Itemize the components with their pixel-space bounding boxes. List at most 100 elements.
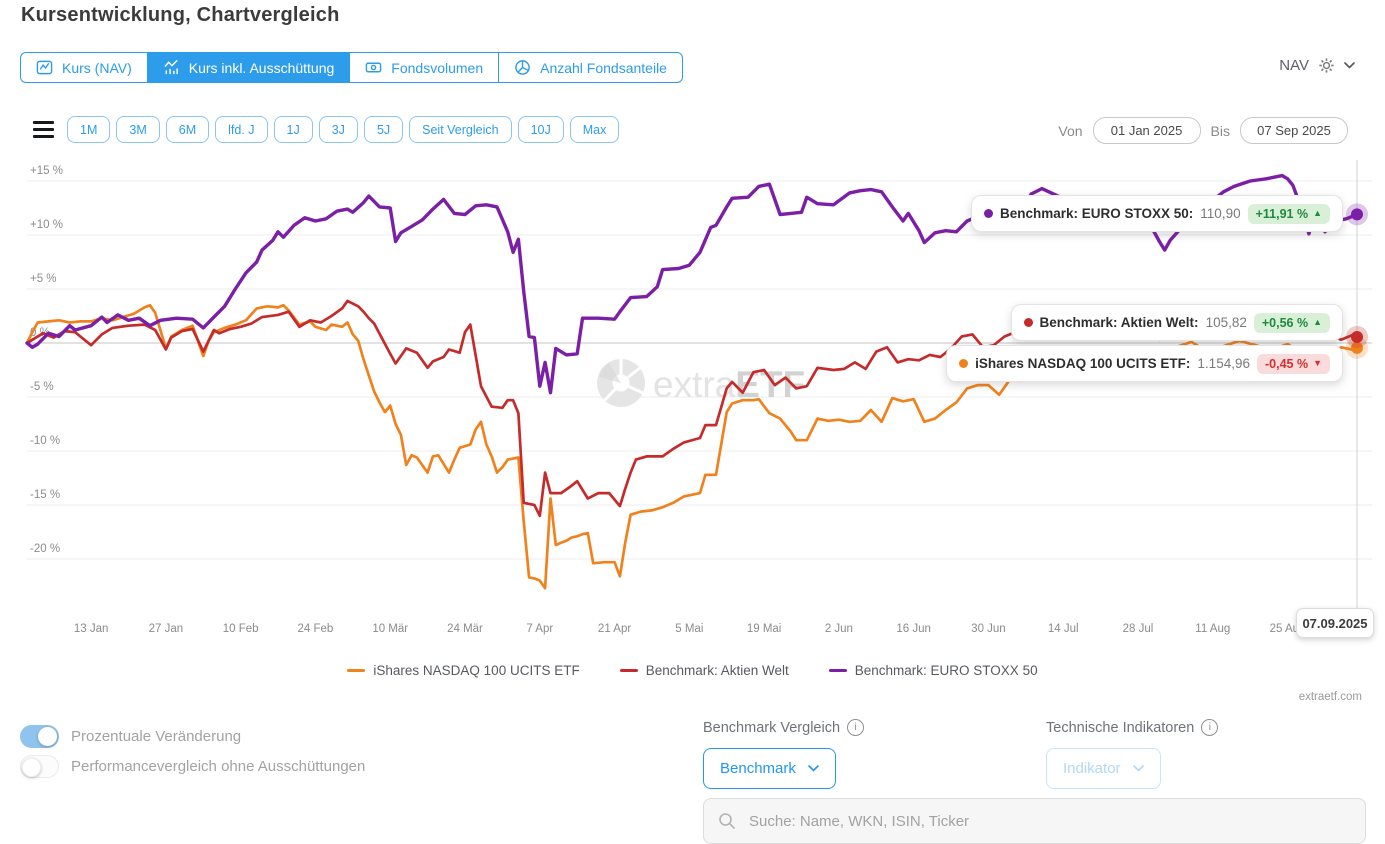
x-axis-label: 19 Mai [747,623,782,635]
tooltip-series-value: 1.154,96 [1197,356,1250,371]
svg-text:extraETF: extraETF [653,364,805,405]
indicator-dropdown[interactable]: Indikator [1046,748,1161,789]
x-axis-label: 28 Jul [1123,623,1154,635]
line-bar-chart-icon [164,59,178,75]
range-button-lfd-j[interactable]: lfd. J [215,116,268,143]
range-button-6m[interactable]: 6M [165,116,210,143]
y-axis-label: -15 % [30,489,60,501]
tooltip-series-value: 110,90 [1200,206,1241,221]
legend-label: Benchmark: EURO STOXX 50 [854,663,1038,678]
x-axis-label: 7 Apr [526,623,553,635]
change-badge: -0,45 % ▼ [1256,353,1330,374]
range-button-1j[interactable]: 1J [273,116,313,143]
x-axis-label: 14 Jul [1048,623,1079,635]
x-axis-label: 11 Aug [1195,623,1230,635]
chevron-down-icon [808,765,819,772]
series-dot [959,359,969,368]
toggle-label: Performancevergleich ohne Ausschüttungen [71,758,366,775]
x-axis-label: 5 Mai [675,623,703,635]
tab-label: Anzahl Fondsanteile [540,59,667,76]
x-axis-label: 27 Jan [149,623,184,635]
series-dot [1023,318,1033,327]
nav-mode-selector[interactable]: NAV [1279,57,1355,74]
x-axis-label: 21 Apr [598,623,631,635]
von-label: Von [1058,122,1083,139]
x-axis-label: 2 Jun [825,623,853,635]
dropdown-label: Benchmark [720,760,796,777]
date-from-input[interactable] [1092,117,1201,144]
chart-menu-icon[interactable] [33,119,54,139]
legend-dash-icon [347,669,366,672]
range-button-seit-vergleich[interactable]: Seit Vergleich [409,116,512,143]
x-axis-label: 10 Mär [372,623,408,635]
x-axis-label: 16 Jun [896,623,931,635]
x-axis-label: 13 Jan [74,623,109,635]
series-end-marker [1351,341,1363,354]
x-axis-label: 24 Mär [447,623,483,635]
series-end-marker [1351,330,1363,343]
legend-item[interactable]: iShares NASDAQ 100 UCITS ETF [347,663,580,678]
chart-controls-row: 1M 3M 6M lfd. J 1J 3J 5J Seit Vergleich 10J Max [33,116,620,143]
arrow-up-icon: ▲ [1313,317,1322,327]
x-axis-label: 24 Feb [298,623,334,635]
change-badge: +0,56 % ▲ [1253,312,1330,333]
y-axis-label: +15 % [30,165,63,177]
y-axis-label: -20 % [30,543,60,555]
series-line-nasdaq [25,303,1359,590]
tooltip-series-name: iShares NASDAQ 100 UCITS ETF: [975,356,1191,371]
bis-label: Bis [1210,122,1230,139]
toggle-row-percent: Prozentuale Veränderung [20,725,241,748]
chevron-down-icon[interactable] [1344,62,1355,69]
legend-item[interactable]: Benchmark: EURO STOXX 50 [828,663,1038,678]
y-axis-label: -5 % [30,381,54,393]
legend-label: iShares NASDAQ 100 UCITS ETF [373,663,580,678]
pie-chart-icon [515,60,530,75]
benchmark-dropdown[interactable]: Benchmark [703,748,836,789]
legend-item[interactable]: Benchmark: Aktien Welt [619,663,789,678]
performance-compare-toggle[interactable] [20,755,59,778]
crosshair-date-box: 07.09.2025 [1296,608,1374,638]
tab-kurs-nav[interactable]: Kurs (NAV) [20,52,147,83]
tooltip-series-name: Benchmark: Aktien Welt: [1039,315,1199,330]
info-icon[interactable]: i [847,719,865,736]
tooltip-aktien-welt: Benchmark: Aktien Welt: 105,82 +0,56 % ▲ [1010,304,1343,341]
arrow-up-icon: ▲ [1313,208,1322,218]
tooltip-euro-stoxx: Benchmark: EURO STOXX 50: 110,90 +11,91 … [970,195,1343,232]
toggle-row-performance: Performancevergleich ohne Ausschüttungen [20,755,365,778]
range-button-5j[interactable]: 5J [363,116,404,143]
line-chart-icon [36,60,53,75]
x-axis-label: 30 Jun [971,623,1006,635]
date-to-input[interactable] [1240,117,1348,144]
tab-label: Kurs (NAV) [62,59,132,76]
x-axis-label: 10 Feb [223,623,259,635]
search-input[interactable] [747,811,1351,831]
tab-kurs-inkl-ausschuettung[interactable]: Kurs inkl. Ausschüttung [146,52,350,83]
arrow-down-icon: ▼ [1313,358,1322,368]
tab-label: Kurs inkl. Ausschüttung [188,59,335,76]
y-axis-label: +10 % [30,219,63,231]
tab-fondsvolumen[interactable]: Fondsvolumen [349,52,499,83]
percent-change-toggle[interactable] [20,725,59,748]
range-button-10j[interactable]: 10J [517,116,564,143]
legend-dash-icon [619,669,638,672]
chevron-down-icon [1132,765,1144,772]
tab-anzahl-fondsanteile[interactable]: Anzahl Fondsanteile [498,52,683,83]
chart-type-tabs: Kurs (NAV) Kurs inkl. Ausschüttung Fonds… [20,52,683,83]
range-button-3j[interactable]: 3J [318,116,358,143]
toggle-knob [38,727,57,746]
gear-icon[interactable] [1318,57,1335,74]
info-icon[interactable]: i [1201,719,1219,736]
toggle-label: Prozentuale Veränderung [71,728,242,745]
extraetf-watermark-logo: extraETF [597,357,805,407]
page-title: Kursentwicklung, Chartvergleich [21,4,340,26]
dropdown-label: Indikator [1063,760,1121,777]
range-button-max[interactable]: Max [569,116,620,143]
tooltip-series-value: 105,82 [1205,315,1247,330]
range-button-3m[interactable]: 3M [116,116,160,143]
benchmark-section-label: Benchmark Vergleich i [703,719,865,736]
range-button-1m[interactable]: 1M [67,116,111,143]
search-icon [719,813,735,829]
change-badge: +11,91 % ▲ [1247,203,1330,224]
